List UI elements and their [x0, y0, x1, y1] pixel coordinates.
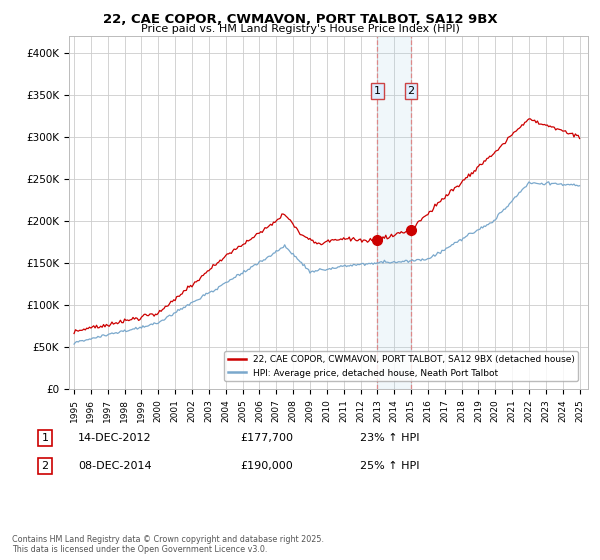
Bar [377, 36, 411, 389]
Text: 14-DEC-2012: 14-DEC-2012 [78, 433, 152, 443]
Text: 08-DEC-2014: 08-DEC-2014 [78, 461, 152, 471]
Text: 1: 1 [41, 433, 49, 443]
Text: £190,000: £190,000 [240, 461, 293, 471]
Text: 25% ↑ HPI: 25% ↑ HPI [360, 461, 419, 471]
Text: 2: 2 [407, 86, 415, 96]
Text: 1: 1 [374, 86, 381, 96]
Text: 23% ↑ HPI: 23% ↑ HPI [360, 433, 419, 443]
Text: 2: 2 [41, 461, 49, 471]
Text: 22, CAE COPOR, CWMAVON, PORT TALBOT, SA12 9BX: 22, CAE COPOR, CWMAVON, PORT TALBOT, SA1… [103, 13, 497, 26]
Text: Contains HM Land Registry data © Crown copyright and database right 2025.
This d: Contains HM Land Registry data © Crown c… [12, 535, 324, 554]
Legend: 22, CAE COPOR, CWMAVON, PORT TALBOT, SA12 9BX (detached house), HPI: Average pri: 22, CAE COPOR, CWMAVON, PORT TALBOT, SA1… [224, 352, 578, 381]
Text: Price paid vs. HM Land Registry's House Price Index (HPI): Price paid vs. HM Land Registry's House … [140, 24, 460, 34]
Text: £177,700: £177,700 [240, 433, 293, 443]
